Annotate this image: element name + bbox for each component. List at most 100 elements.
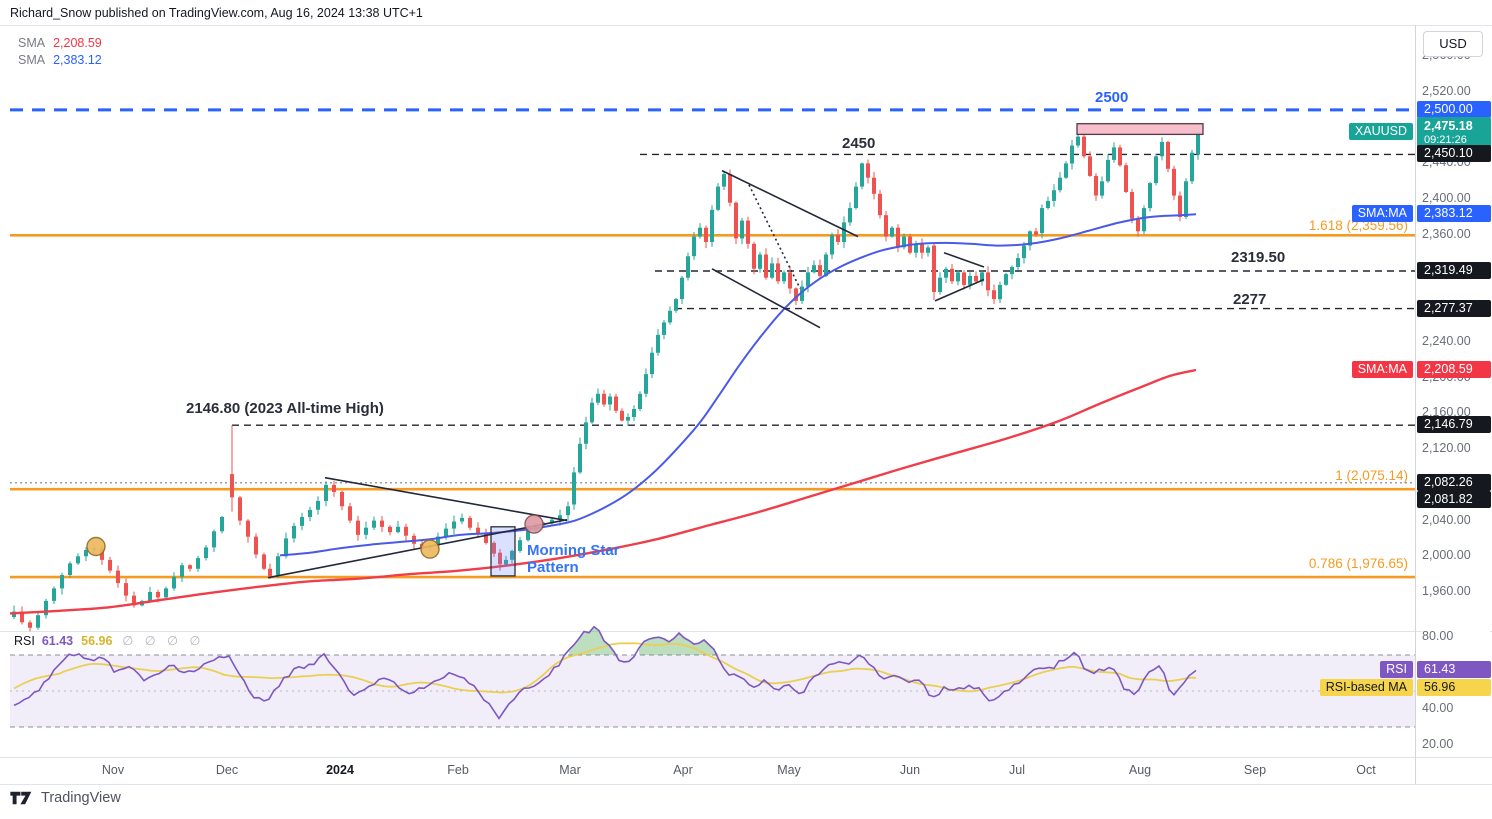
candle-body	[920, 243, 924, 253]
candle-body	[1004, 274, 1008, 285]
rsi-axis-label: 20.00	[1422, 737, 1490, 751]
candle-body	[1196, 132, 1200, 155]
candle-body	[396, 526, 400, 533]
candle-body	[878, 193, 882, 216]
triangle-upper-trendline[interactable]	[324, 476, 568, 522]
axis-price-badge: 2,450.10	[1417, 145, 1491, 163]
candle-body	[944, 268, 948, 278]
rsi-ma-line[interactable]	[13, 642, 1197, 694]
candle-body	[998, 284, 1002, 300]
indicator-legend-sma-fast[interactable]: SMA 2,383.12	[18, 53, 102, 67]
rsi-empty-params: ∅ ∅ ∅ ∅	[122, 634, 205, 648]
price-axis-label: 2,360.00	[1422, 226, 1490, 241]
annotation-morning-star-pattern[interactable]: Morning Star Pattern	[527, 542, 620, 577]
candle-body	[842, 222, 846, 242]
tradingview-wordmark: TradingView	[41, 790, 121, 806]
candle-body	[902, 236, 906, 248]
time-axis-label-jun: Jun	[899, 763, 921, 777]
candle-body	[156, 592, 160, 598]
currency-toggle-button[interactable]: USD	[1423, 31, 1483, 57]
indicator-legend-sma-slow[interactable]: SMA 2,208.59	[18, 36, 102, 50]
circle-marker[interactable]	[524, 514, 544, 534]
candle-body	[116, 570, 120, 584]
time-axis-bottom-border	[0, 784, 1492, 785]
pennant-lower-trendline[interactable]	[934, 278, 985, 302]
fib-level-label-1[interactable]: 1 (2,075.14)	[1335, 468, 1408, 483]
candle-body	[284, 538, 288, 557]
candle-body	[812, 265, 816, 273]
candle-body	[164, 588, 168, 598]
channel-upper-trendline[interactable]	[721, 169, 859, 238]
candle-body	[716, 186, 720, 210]
channel-inner-dotted-line[interactable]	[748, 184, 801, 289]
triangle-lower-trendline[interactable]	[267, 518, 568, 579]
candle-body	[518, 540, 522, 551]
candle-body	[196, 558, 200, 569]
candle-body	[740, 220, 744, 239]
candle-body	[680, 277, 684, 300]
candle-body	[698, 227, 702, 237]
candle-body	[340, 492, 344, 507]
candle-body	[986, 272, 990, 291]
axis-price-badge: 2,383.12	[1417, 205, 1491, 223]
candle-body	[452, 521, 456, 529]
candle-body	[476, 527, 480, 534]
candle-body	[254, 536, 258, 555]
circle-marker[interactable]	[420, 539, 440, 559]
candle-body	[956, 272, 960, 282]
rsi-label: RSI	[14, 634, 35, 648]
indicator-legend-rsi[interactable]: RSI 61.43 56.96 ∅ ∅ ∅ ∅	[14, 633, 204, 648]
rsi-axis-label: 40.00	[1422, 701, 1490, 715]
candle-body	[896, 227, 900, 248]
candle-body	[404, 526, 408, 536]
axis-price-badge: 2,475.18 09:21:26	[1417, 117, 1491, 149]
sma-200-line[interactable]	[9, 368, 1197, 615]
candle-body	[1118, 147, 1122, 166]
annotation-support-2319-50[interactable]: 2319.50	[1231, 249, 1286, 266]
candle-body	[614, 396, 618, 411]
candle-body	[1070, 145, 1074, 164]
candle-body	[872, 177, 876, 194]
rsi-axis-label: 80.00	[1422, 629, 1490, 643]
price-axis-label: 2,160.00	[1422, 405, 1490, 420]
resistance-zone-box[interactable]	[1076, 123, 1204, 136]
candle-body	[632, 409, 636, 417]
candle-body	[1166, 142, 1170, 169]
axis-tag-rsi-based-ma: RSI-based MA	[1319, 679, 1413, 697]
tradingview-logo-icon	[10, 791, 32, 805]
tradingview-watermark[interactable]: TradingView	[10, 790, 121, 806]
candle-body	[1064, 163, 1068, 178]
candle-body	[1058, 177, 1062, 191]
candle-body	[1148, 183, 1152, 209]
candle-body	[626, 417, 630, 421]
annotation-resistance-2450[interactable]: 2450	[842, 135, 876, 152]
candle-body	[180, 565, 184, 577]
candle-body	[578, 443, 582, 473]
annotation-all-time-high[interactable]: 2146.80 (2023 All-time High)	[186, 400, 384, 417]
candle-body	[276, 556, 280, 576]
candle-body	[1124, 165, 1128, 192]
candle-body	[656, 334, 660, 353]
morning-star-box[interactable]	[490, 526, 516, 577]
pennant-upper-trendline[interactable]	[943, 251, 985, 268]
candle-body	[316, 500, 320, 510]
circle-marker[interactable]	[86, 536, 106, 557]
fib-level-label-0786[interactable]: 0.786 (1,976.65)	[1308, 556, 1408, 571]
annotation-resistance-2500[interactable]: 2500	[1095, 89, 1129, 106]
candle-body	[238, 497, 242, 521]
candle-body	[292, 525, 296, 539]
candle-body	[1016, 258, 1020, 267]
rsi-line[interactable]	[13, 625, 1197, 720]
axis-price-badge: 61.43	[1417, 661, 1491, 679]
annotation-support-2277[interactable]: 2277	[1233, 291, 1267, 308]
sma-50-line[interactable]	[279, 213, 1197, 557]
candle-body	[172, 576, 176, 589]
time-axis-label-mar: Mar	[559, 763, 581, 777]
candle-body	[220, 517, 224, 532]
axis-tag-sma-ma: SMA:MA	[1351, 205, 1413, 223]
channel-lower-trendline[interactable]	[711, 268, 821, 329]
time-axis-top-border	[0, 757, 1492, 758]
candle-body	[204, 547, 208, 559]
